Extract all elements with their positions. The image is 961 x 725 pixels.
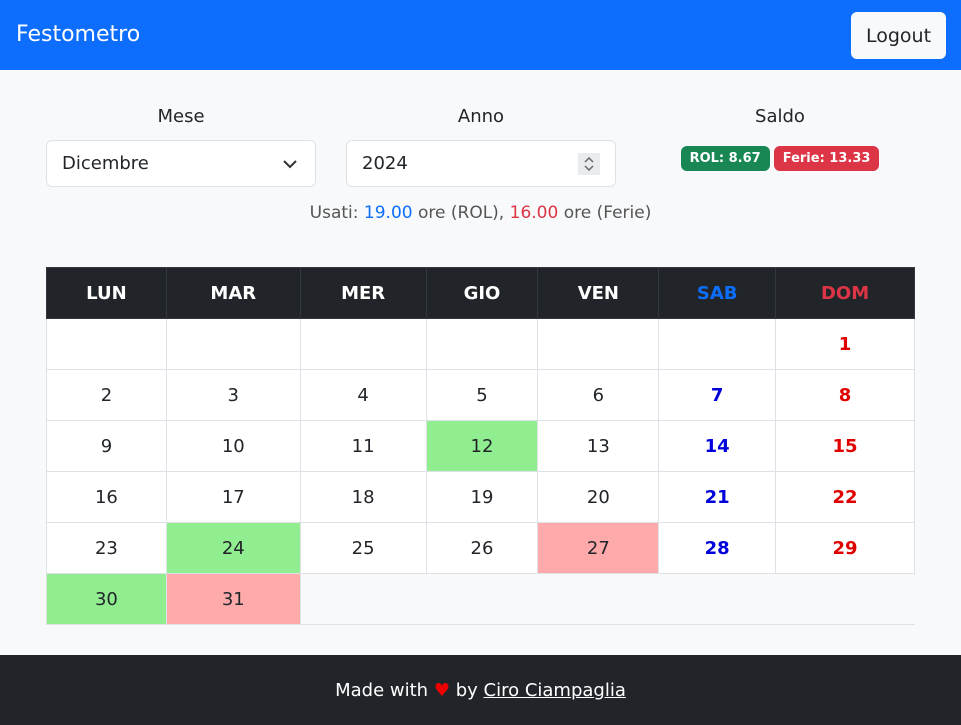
weekday-header: MAR <box>165 267 301 319</box>
day-cell[interactable]: 12 <box>425 420 539 472</box>
ferie-text: ore (Ferie) <box>563 203 652 223</box>
day-cell[interactable]: 18 <box>299 471 427 523</box>
footer-prefix: Made with <box>335 680 429 701</box>
empty-day <box>537 318 660 370</box>
weekday-header: SAB <box>658 267 777 319</box>
rol-text: ore (ROL), <box>418 203 505 223</box>
month-value: Dicembre <box>62 153 149 174</box>
brand[interactable]: Festometro <box>16 22 141 47</box>
day-cell[interactable]: 21 <box>658 471 777 523</box>
balance-label: Saldo <box>755 106 805 127</box>
day-cell[interactable]: 16 <box>46 471 167 523</box>
empty-day <box>425 318 539 370</box>
year-input[interactable]: 2024 <box>346 140 616 187</box>
day-cell[interactable]: 29 <box>775 522 915 574</box>
spinner[interactable] <box>578 153 600 175</box>
day-cell[interactable]: 19 <box>425 471 539 523</box>
footer: Made with ♥ by Ciro Ciampaglia <box>0 655 961 725</box>
year-label: Anno <box>457 106 505 127</box>
heart: ♥ <box>433 680 450 701</box>
footer-by: by <box>455 680 478 701</box>
empty-day <box>299 318 427 370</box>
ferie-hours: 16.00 <box>509 203 559 223</box>
day-cell[interactable]: 6 <box>537 369 660 421</box>
day-cell[interactable]: 1 <box>775 318 915 370</box>
weekday-header: GIO <box>425 267 539 319</box>
empty-day <box>658 318 777 370</box>
day-cell[interactable]: 11 <box>299 420 427 472</box>
day-cell[interactable]: 2 <box>46 369 167 421</box>
year-value: 2024 <box>362 153 408 174</box>
day-cell[interactable]: 23 <box>46 522 167 574</box>
calendar: LUN MAR MER GIO VEN SAB DOM 1 2 3 4 5 6 7 8 9 10 11 12 13 14… <box>46 267 915 625</box>
blank-cell <box>300 573 427 625</box>
weekday-header: MER <box>299 267 427 319</box>
week-row: 16 17 18 19 20 21 22 <box>46 471 915 523</box>
month-label: Mese <box>157 106 205 127</box>
week-row: 23 24 25 26 27 28 29 <box>46 522 915 574</box>
day-cell[interactable]: 7 <box>658 369 777 421</box>
chevron <box>283 160 297 169</box>
blank-cell <box>775 573 915 625</box>
blank-cell <box>537 573 659 625</box>
day-cell[interactable]: 27 <box>537 522 660 574</box>
day-cell[interactable]: 9 <box>46 420 167 472</box>
day-cell[interactable]: 8 <box>775 369 915 421</box>
day-cell[interactable]: 26 <box>425 522 539 574</box>
rol-badge: ROL: 8.67 <box>680 146 770 171</box>
day-cell[interactable]: 13 <box>537 420 660 472</box>
weekday-header: DOM <box>775 267 915 319</box>
blank-cell <box>426 573 538 625</box>
empty-day <box>165 318 301 370</box>
empty-day <box>46 318 167 370</box>
week-row: 30 31 <box>46 573 915 625</box>
weekday-header: LUN <box>46 267 167 319</box>
day-cell[interactable]: 31 <box>165 573 301 625</box>
author-link[interactable]: Ciro Ciampaglia <box>483 680 626 701</box>
rol-hours: 19.00 <box>363 203 413 223</box>
week-row: 1 <box>46 318 915 370</box>
day-cell[interactable]: 14 <box>658 420 777 472</box>
day-cell[interactable]: 5 <box>425 369 539 421</box>
day-cell[interactable]: 22 <box>775 471 915 523</box>
blank-cell <box>658 573 776 625</box>
ferie-badge: Ferie: 13.33 <box>773 146 880 171</box>
day-cell[interactable]: 3 <box>165 369 301 421</box>
day-cell[interactable]: 4 <box>299 369 427 421</box>
used-prefix: Usati: <box>309 203 359 223</box>
day-cell[interactable]: 24 <box>165 522 301 574</box>
header-row: LUN MAR MER GIO VEN SAB DOM <box>46 267 915 319</box>
weekday-header: VEN <box>537 267 660 319</box>
balance: ROL: 8.67 Ferie: 13.33 <box>645 146 915 171</box>
day-cell[interactable]: 15 <box>775 420 915 472</box>
navbar: Festometro Logout <box>0 0 961 70</box>
month-select[interactable]: Dicembre <box>46 140 316 187</box>
week-row: 9 10 11 12 13 14 15 <box>46 420 915 472</box>
logout-button[interactable]: Logout <box>851 12 946 59</box>
day-cell[interactable]: 20 <box>537 471 660 523</box>
day-cell[interactable]: 25 <box>299 522 427 574</box>
used-hours: Usati: 19.00 ore (ROL), 16.00 ore (Ferie… <box>0 203 961 223</box>
day-cell[interactable]: 30 <box>46 573 167 625</box>
day-cell[interactable]: 17 <box>165 471 301 523</box>
day-cell[interactable]: 10 <box>165 420 301 472</box>
day-cell[interactable]: 28 <box>658 522 777 574</box>
